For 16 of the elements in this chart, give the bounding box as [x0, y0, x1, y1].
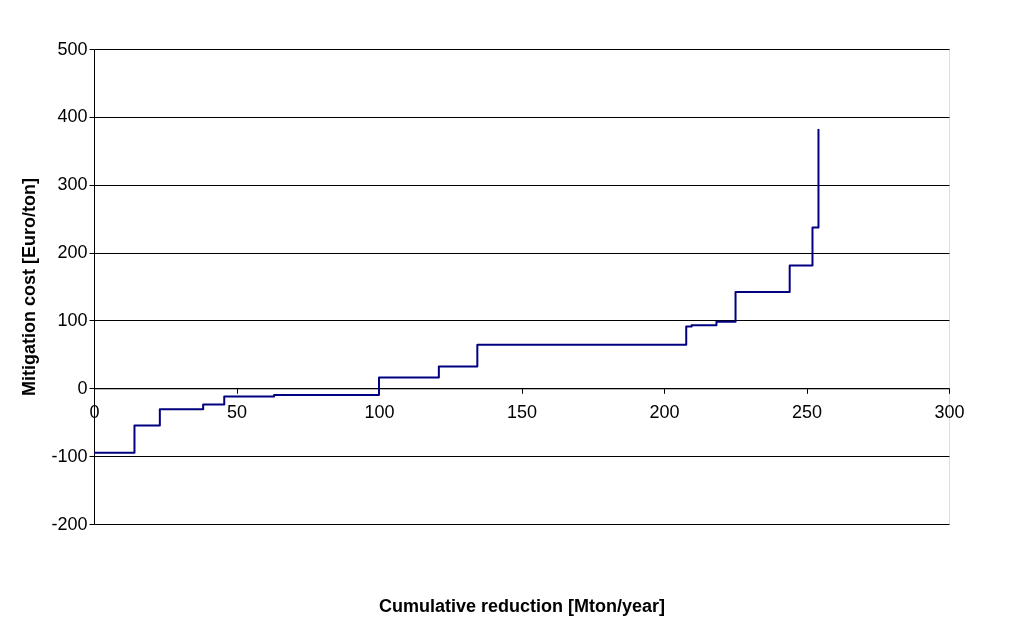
- y-tick-label: 500: [57, 38, 88, 59]
- y-tick-label: -200: [51, 513, 88, 534]
- y-tick-label: 100: [57, 309, 88, 330]
- x-tick-label: 150: [506, 401, 538, 422]
- y-axis-title: Mitigation cost [Euro/ton]: [19, 178, 40, 396]
- x-tick-label: 250: [791, 401, 823, 422]
- x-axis-title: Cumulative reduction [Mton/year]: [378, 595, 666, 616]
- y-tick-label: 0: [77, 377, 88, 398]
- y-tick-label: 400: [57, 106, 88, 127]
- x-tick-label: 100: [364, 401, 395, 422]
- x-tick-label: 300: [934, 401, 965, 422]
- y-tick-label: 300: [57, 174, 88, 195]
- x-tick-label: 50: [226, 401, 248, 422]
- y-tick-label: 200: [57, 242, 88, 263]
- x-tick-label: 200: [649, 401, 680, 422]
- y-tick-label: -100: [51, 445, 88, 466]
